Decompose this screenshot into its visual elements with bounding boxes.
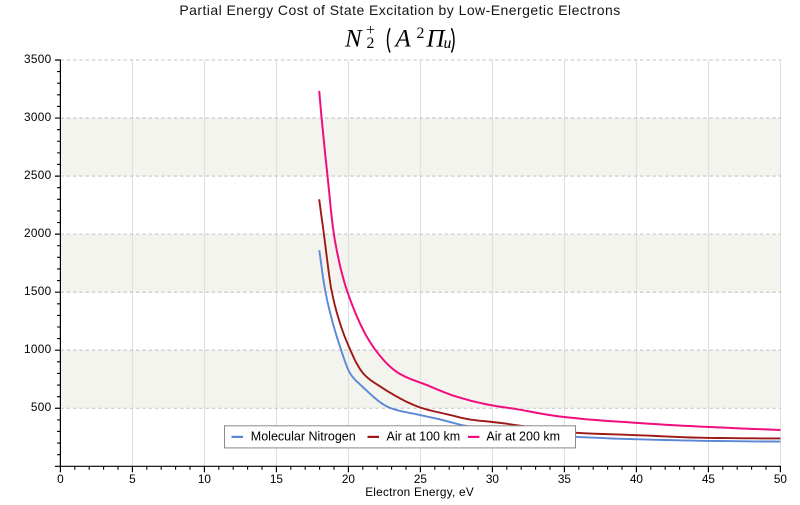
svg-text:3000: 3000 [24, 110, 52, 124]
svg-text:A: A [394, 25, 412, 52]
svg-text:25: 25 [414, 472, 428, 486]
svg-text:u: u [444, 35, 452, 52]
svg-text:45: 45 [702, 472, 716, 486]
svg-text:5: 5 [129, 472, 136, 486]
svg-text:50: 50 [774, 472, 788, 486]
svg-text:Molecular Nitrogen: Molecular Nitrogen [251, 429, 356, 443]
svg-text:Π: Π [426, 25, 447, 52]
svg-text:Partial Energy Cost of State E: Partial Energy Cost of State Excitation … [179, 2, 620, 18]
svg-text:40: 40 [630, 472, 644, 486]
svg-text:N: N [344, 25, 363, 52]
svg-text:500: 500 [31, 400, 52, 414]
svg-text:1500: 1500 [24, 284, 52, 298]
svg-text:2500: 2500 [24, 168, 52, 182]
svg-text:35: 35 [558, 472, 572, 486]
svg-text:30: 30 [486, 472, 500, 486]
svg-text:15: 15 [270, 472, 284, 486]
svg-text:10: 10 [198, 472, 212, 486]
svg-text:20: 20 [342, 472, 356, 486]
svg-text:0: 0 [57, 472, 64, 486]
svg-text:1000: 1000 [24, 342, 52, 356]
svg-text:Electron Energy, eV: Electron Energy, eV [365, 485, 474, 499]
svg-text:2000: 2000 [24, 226, 52, 240]
svg-text:2: 2 [417, 25, 425, 42]
svg-text:3500: 3500 [24, 52, 52, 66]
svg-text:Air at 200 km: Air at 200 km [486, 429, 560, 443]
svg-text:+: + [366, 22, 375, 39]
svg-text:Air at 100 km: Air at 100 km [387, 429, 461, 443]
svg-text:2: 2 [367, 35, 375, 52]
